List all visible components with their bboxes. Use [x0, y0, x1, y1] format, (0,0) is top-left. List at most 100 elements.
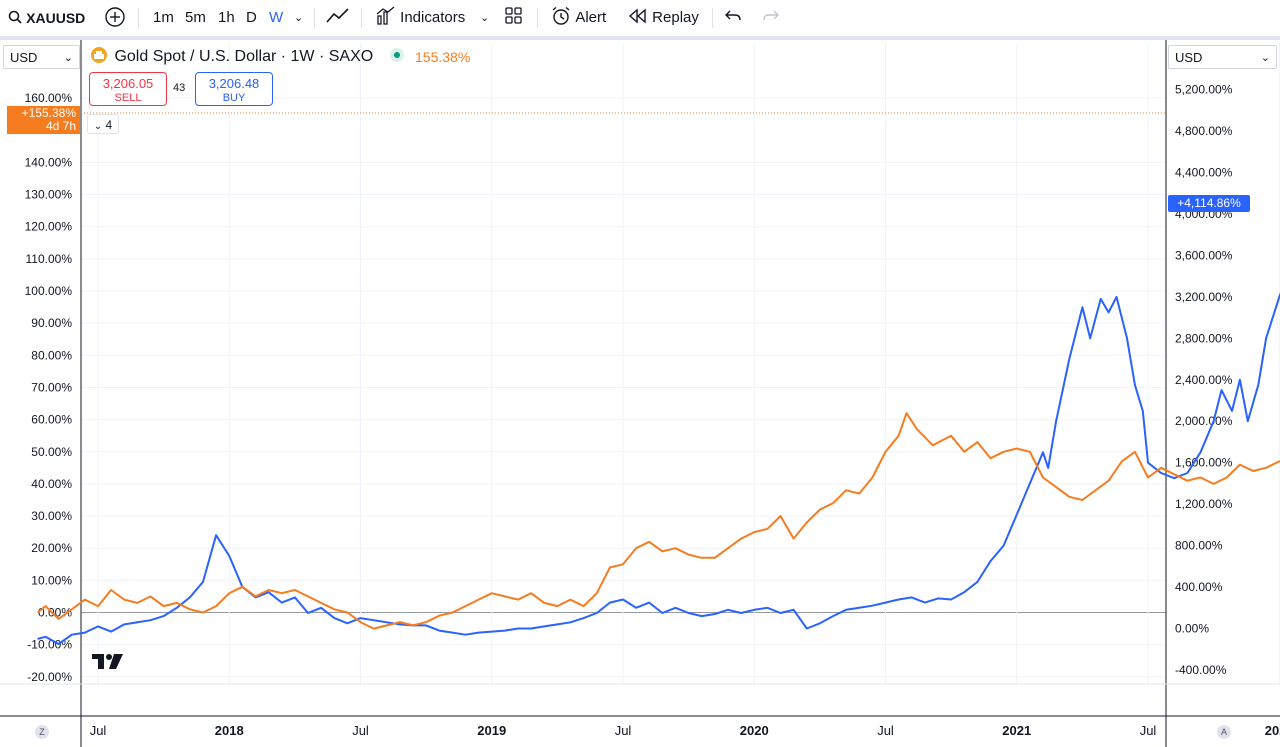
right-axis-tick-label: 4,400.00%	[1175, 165, 1233, 179]
symbol-search[interactable]: XAUUSD	[8, 6, 85, 30]
tradingview-logo[interactable]	[92, 652, 124, 675]
redo-icon	[763, 10, 779, 21]
left-axis-tick-label: 20.00%	[31, 541, 72, 555]
buy-button[interactable]: 3,206.48 BUY	[195, 72, 273, 106]
left-axis-tick-label: 40.00%	[31, 477, 72, 491]
gold-symbol-icon	[91, 47, 107, 63]
interval-d[interactable]: D	[246, 9, 257, 26]
chevron-down-icon: ⌄	[93, 121, 103, 132]
right-axis-tick-label: 2,400.00%	[1175, 373, 1233, 387]
toolbar-divider	[712, 8, 713, 28]
left-currency-value: USD	[10, 50, 38, 65]
scale-mode-button-left[interactable]: Z	[35, 725, 49, 739]
line-chart-icon	[326, 8, 349, 23]
left-axis-tick-label: 60.00%	[31, 413, 72, 427]
x-axis-tick-label: Jul	[877, 723, 894, 738]
search-icon	[8, 10, 22, 24]
x-axis-tick-label: 2019	[477, 723, 506, 738]
left-axis-tick-label: 90.00%	[31, 316, 72, 330]
series-line-blue	[37, 292, 1280, 645]
right-currency-select[interactable]: USD ⌄	[1168, 45, 1277, 69]
right-price-tag: +4,114.86%	[1168, 195, 1250, 212]
legend-change: 155.38%	[415, 49, 471, 65]
auto-scale-button[interactable]: A	[1217, 725, 1231, 739]
chart-axes: 160.00% 140.00% 130.00% 120.00% 110.00% 100.0…	[0, 40, 1280, 747]
buy-label: BUY	[222, 92, 246, 104]
right-axis-tick-label: 2,000.00%	[1175, 414, 1233, 428]
chart-canvas[interactable]: 160.00% 140.00% 130.00% 120.00% 110.00% 100.0…	[0, 40, 1280, 747]
right-axis-tick-label: 3,600.00%	[1175, 248, 1233, 262]
symbol-name: XAUUSD	[26, 10, 86, 26]
right-axis-tick-label: 4,800.00%	[1175, 124, 1233, 138]
interval-1m[interactable]: 1m	[153, 9, 174, 26]
x-axis-tick-label: 2022	[1265, 723, 1280, 738]
series-line-orange	[36, 412, 1280, 630]
right-axis-tick-label: -400.00%	[1175, 663, 1227, 677]
right-axis-tick-label: 2,800.00%	[1175, 331, 1233, 345]
interval-5m[interactable]: 5m	[185, 9, 206, 26]
bar-countdown: 4d 7h	[45, 119, 76, 133]
grid-icon	[505, 7, 522, 24]
right-currency-value: USD	[1175, 50, 1203, 65]
x-axis-tick-label: 2020	[740, 723, 769, 738]
legend-collapse-button[interactable]: ⌄ 4	[87, 114, 119, 134]
sell-button[interactable]: 3,206.05 SELL	[89, 72, 167, 106]
top-toolbar: XAUUSD 1m 5m 1h D W ⌄ Indicators ⌄	[0, 0, 1280, 36]
x-axis-tick-label: Jul	[1140, 723, 1157, 738]
x-axis-tick-label: Jul	[90, 723, 107, 738]
chart-type-button[interactable]	[326, 6, 350, 30]
sell-label: SELL	[114, 92, 142, 104]
left-axis-tick-label: 80.00%	[31, 348, 72, 362]
buy-value: 3,206.48	[208, 76, 260, 91]
right-axis-tick-label: 1,600.00%	[1175, 456, 1233, 470]
layouts-button[interactable]	[504, 6, 524, 30]
redo-button[interactable]	[762, 6, 780, 30]
interval-w[interactable]: W	[269, 9, 284, 26]
right-axis-tick-label: 800.00%	[1175, 539, 1223, 553]
chevron-down-icon: ⌄	[1260, 52, 1270, 64]
plus-circle-icon	[105, 7, 125, 27]
indicators-icon	[376, 6, 395, 25]
right-axis-tick-label: 400.00%	[1175, 580, 1223, 594]
left-currency-select[interactable]: USD ⌄	[3, 45, 80, 69]
toolbar-separator	[0, 36, 1280, 40]
right-axis-tick-label: 5,200.00%	[1175, 83, 1233, 97]
alert-button[interactable]: Alert	[550, 6, 606, 30]
x-axis-tick-label: 2021	[1002, 723, 1031, 738]
left-axis-tick-label: 70.00%	[31, 380, 72, 394]
spread-value: 43	[173, 82, 186, 94]
chevron-down-icon: ⌄	[63, 52, 73, 64]
left-axis-tick-label: -20.00%	[27, 670, 72, 684]
tradingview-logo-icon	[92, 654, 123, 669]
sell-value: 3,206.05	[102, 76, 154, 91]
interval-1h[interactable]: 1h	[218, 9, 235, 26]
x-axis-tick-label: Jul	[615, 723, 632, 738]
chart-series	[36, 112, 1280, 645]
replay-label: Replay	[652, 9, 699, 26]
compare-button[interactable]	[104, 6, 126, 30]
left-axis-tick-label: 160.00%	[25, 91, 73, 105]
replay-button[interactable]: Replay	[628, 6, 699, 30]
undo-button[interactable]	[724, 6, 742, 30]
left-axis-tick-label: 110.00%	[26, 252, 73, 266]
indicators-label: Indicators	[400, 9, 466, 26]
right-axis-tick-label: 3,200.00%	[1175, 290, 1233, 304]
toolbar-divider	[361, 8, 362, 28]
left-axis-tick-label: 10.00%	[31, 573, 72, 587]
toolbar-divider	[138, 8, 139, 28]
x-axis-tick-label: Jul	[352, 723, 369, 738]
indicators-dropdown-chevron-icon[interactable]: ⌄	[480, 12, 490, 24]
left-axis-tick-label: 120.00%	[25, 220, 73, 234]
left-price-tag-value: +155.38%	[21, 106, 76, 120]
toolbar-divider	[537, 8, 538, 28]
x-axis-tick-label: 2018	[215, 723, 244, 738]
indicators-button[interactable]: Indicators	[376, 6, 465, 30]
interval-dropdown-chevron-icon[interactable]: ⌄	[294, 12, 304, 24]
legend-title-row[interactable]: Gold Spot / U.S. Dollar · 1W · SAXO	[90, 46, 404, 68]
right-axis-tick-label: 1,200.00%	[1175, 497, 1233, 511]
chart-grid	[81, 42, 1280, 684]
left-axis-tick-label: 50.00%	[31, 445, 72, 459]
alarm-clock-icon	[552, 6, 570, 25]
market-open-dot-icon	[389, 48, 404, 62]
undo-icon	[725, 10, 741, 21]
